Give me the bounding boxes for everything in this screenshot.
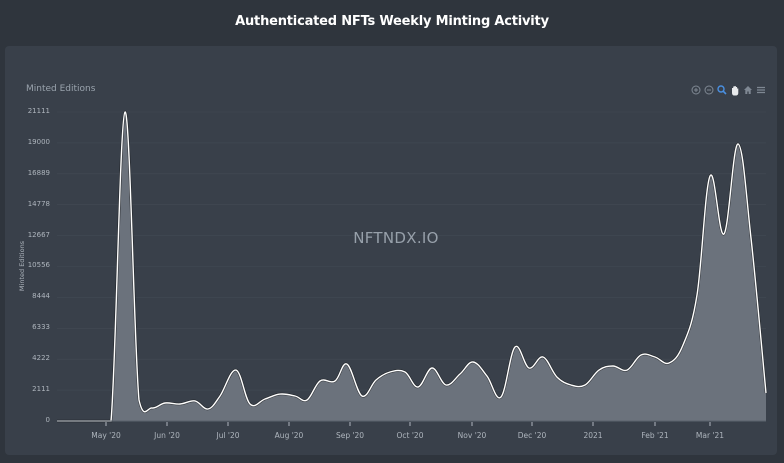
x-tick-label: Mar '21: [695, 431, 725, 440]
x-tick-label: Aug '20: [274, 431, 304, 440]
y-tick-label: 12667: [27, 230, 50, 239]
x-tick-label: Sep '20: [335, 431, 365, 440]
x-tick-label: Oct '20: [396, 431, 424, 440]
x-tick-label: Feb '21: [641, 431, 669, 440]
zoom-out-icon[interactable]: [703, 84, 714, 96]
menu-icon[interactable]: [755, 84, 766, 96]
y-tick-label: 4222: [32, 354, 50, 363]
selection-zoom-icon[interactable]: [716, 84, 727, 96]
x-tick-label: 2021: [583, 431, 603, 440]
chart-title: Minted Editions: [26, 84, 96, 94]
y-tick-label: 6333: [32, 323, 50, 332]
y-tick-label: 16889: [27, 168, 50, 177]
x-tick-label: Jul '20: [216, 431, 240, 440]
x-tick-label: Nov '20: [457, 431, 487, 440]
page-title: Authenticated NFTs Weekly Minting Activi…: [235, 14, 549, 29]
gridlines: [57, 111, 766, 391]
x-tick-label: Jun '20: [154, 431, 180, 440]
x-tick-marks: [105, 422, 711, 426]
watermark: NFTNDX.IO: [353, 229, 439, 247]
y-tick-label: 14778: [27, 199, 50, 208]
series-line: [56, 111, 767, 422]
y-tick-label: 8444: [32, 292, 50, 301]
pan-hand-icon[interactable]: [729, 84, 740, 96]
y-tick-label: 10556: [27, 261, 50, 270]
y-tick-label: 21111: [27, 107, 50, 115]
y-tick-label: 19000: [27, 137, 50, 146]
y-tick-label: 2111: [32, 385, 50, 394]
zoom-in-icon[interactable]: [690, 84, 701, 96]
y-tick-label: 0: [45, 416, 50, 424]
chart-toolbar: [690, 84, 766, 96]
x-tick-label: Dec '20: [517, 431, 547, 440]
y-axis-label: Minted Editions: [18, 240, 26, 292]
x-tick-label: May '20: [91, 431, 121, 440]
home-reset-icon[interactable]: [742, 84, 753, 96]
